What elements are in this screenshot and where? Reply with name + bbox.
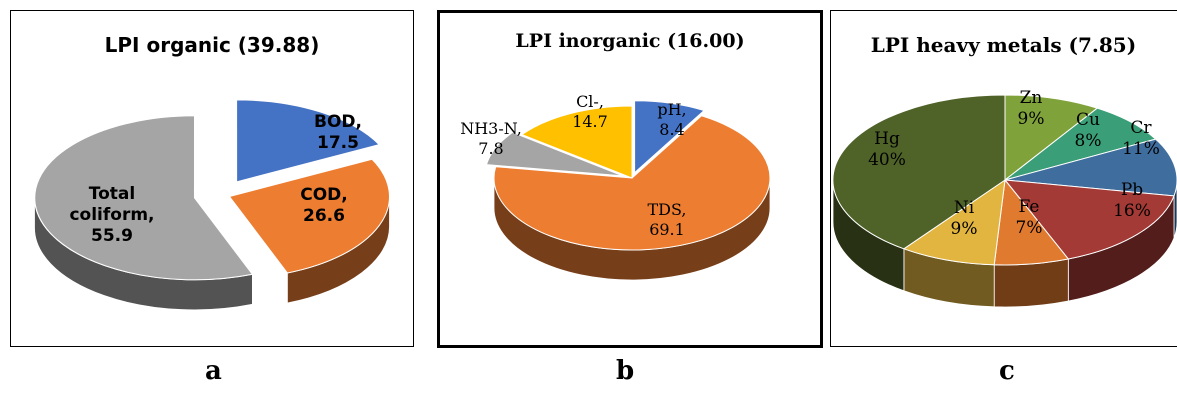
slice-label-2-4: Fe 7%	[1016, 197, 1043, 238]
pie-slice-2-3	[1003, 179, 1175, 260]
pie-slice-1-1	[493, 115, 771, 251]
caption-a: a	[205, 356, 222, 386]
slice-label-2-0: Zn 9%	[1018, 88, 1045, 129]
slice-gap	[205, 90, 231, 180]
slice-label-2-2: Cr 11%	[1122, 118, 1160, 159]
slice-label-0-1: COD, 26.6	[300, 185, 348, 226]
pie-slice-1-0	[634, 100, 706, 174]
chart-title-2: LPI heavy metals (7.85)	[871, 33, 1136, 57]
caption-c: c	[999, 356, 1015, 386]
pie-slice-2-5	[902, 178, 1006, 266]
slice-label-0-0: BOD, 17.5	[314, 112, 362, 153]
chart-title-0: LPI organic (39.88)	[105, 33, 320, 57]
pie-slice-2-2	[1004, 138, 1177, 197]
pie-chart-0	[34, 90, 390, 311]
slice-label-1-3: Cl-, 14.7	[572, 92, 608, 131]
pie-slice-2-6	[832, 94, 1006, 250]
chart-title-1: LPI inorganic (16.00)	[515, 30, 744, 52]
caption-b: b	[616, 356, 635, 386]
pie-slice-2-0	[1004, 94, 1099, 182]
slice-label-2-5: Ni 9%	[951, 198, 978, 239]
slice-label-2-1: Cu 8%	[1075, 110, 1102, 151]
pie-slice-1-2	[485, 131, 623, 177]
slice-label-2-6: Hg 40%	[868, 129, 906, 170]
pie-slice-0-1	[228, 158, 390, 274]
slice-label-1-0: pH, 8.4	[657, 100, 686, 139]
pie-chart-2	[832, 94, 1177, 308]
pie-slice-0-0	[236, 99, 381, 183]
slice-label-1-1: TDS, 69.1	[648, 200, 687, 239]
pie-chart-1	[485, 100, 771, 281]
pie-slice-1-3	[520, 105, 633, 179]
pie-slice-0-2	[34, 115, 254, 281]
slice-label-0-2: Total coliform, 55.9	[69, 184, 154, 246]
slice-side-2-4	[993, 258, 1069, 308]
slice-label-1-2: NH3-N, 7.8	[460, 119, 522, 158]
slice-label-2-3: Pb 16%	[1113, 180, 1151, 221]
